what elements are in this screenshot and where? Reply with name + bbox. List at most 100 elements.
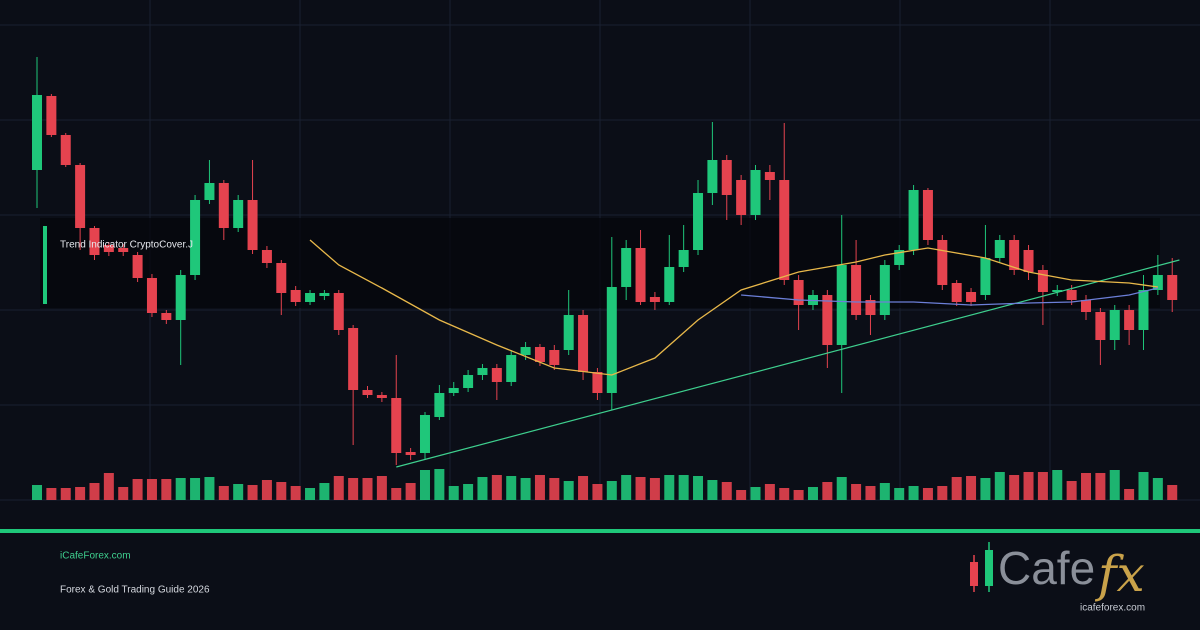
candle-body — [233, 200, 244, 228]
volume-bar — [621, 475, 632, 500]
volume-bar — [779, 488, 790, 500]
trendline-line — [396, 259, 1180, 468]
volume-bar — [951, 477, 962, 500]
volume-bar — [491, 475, 502, 500]
volume-bar — [103, 473, 114, 500]
candle-body — [836, 265, 847, 345]
candle-body — [994, 240, 1005, 258]
candle-body — [520, 347, 531, 355]
volume-bar — [1009, 475, 1020, 500]
candle-body — [736, 180, 747, 215]
volume-bar — [305, 488, 316, 500]
candle-body — [276, 263, 287, 293]
volume-bar — [879, 483, 890, 500]
candle-body — [175, 275, 186, 320]
volume-bar — [290, 486, 301, 500]
volume-bar — [1052, 470, 1063, 500]
volume-bar — [980, 478, 991, 500]
candle-body — [1095, 312, 1106, 340]
volume-bar — [994, 472, 1005, 500]
volume-bar — [966, 476, 977, 500]
volume-bar — [348, 478, 359, 500]
volume-bar — [865, 486, 876, 500]
volume-bar — [908, 486, 919, 500]
candle-body — [1138, 290, 1149, 330]
candle-body — [146, 278, 157, 313]
volume-bar — [190, 478, 201, 500]
volume-bar — [362, 478, 373, 500]
guide-title: Forex & Gold Trading Guide 2026 — [60, 585, 210, 596]
candle-body — [463, 375, 474, 388]
candle-body — [851, 265, 862, 315]
candle-body — [333, 293, 344, 330]
candle-body — [664, 267, 675, 302]
ma-slow-line — [741, 287, 1159, 306]
volume-bar — [578, 476, 589, 500]
candle-body — [980, 258, 991, 295]
candle-body — [707, 160, 718, 193]
logo-main: Cafe — [998, 542, 1095, 594]
volume-bar — [606, 481, 617, 500]
candle-body — [966, 292, 977, 302]
candle-body — [678, 250, 689, 267]
candle-body — [621, 248, 632, 287]
volume-bar — [922, 488, 933, 500]
volume-bar — [506, 476, 517, 500]
logo-url: icafeforex.com — [1080, 603, 1145, 614]
divider — [0, 529, 1200, 533]
candle-body — [305, 293, 316, 302]
volume-bar — [405, 483, 416, 500]
candle-body — [32, 95, 42, 170]
candle-body — [578, 315, 589, 372]
candle-body — [75, 165, 86, 228]
volume-bar — [764, 484, 775, 500]
candle-body — [563, 315, 574, 350]
volume-bar — [937, 486, 948, 500]
candle-body — [693, 193, 704, 250]
volume-bar — [477, 477, 488, 500]
candle-body — [879, 265, 890, 315]
volume-bar — [1023, 472, 1034, 500]
candle-body — [649, 297, 660, 302]
candle-body — [721, 160, 732, 195]
volume-bar — [1152, 478, 1163, 500]
candle-body — [1081, 300, 1092, 312]
volume-bar — [1081, 473, 1092, 500]
candle-body — [764, 172, 775, 180]
volume-bar — [161, 479, 172, 500]
candle-body — [865, 300, 876, 315]
site-name: iCafeForex.com — [60, 551, 131, 562]
volume-bar — [721, 482, 732, 500]
volume-bar — [218, 486, 229, 500]
volume-bar — [276, 482, 287, 500]
volume-bar — [204, 477, 215, 500]
volume-bar — [75, 487, 86, 500]
candle-body — [319, 293, 330, 296]
candle-body — [362, 390, 373, 395]
volume-bar — [563, 481, 574, 500]
volume-bar — [32, 485, 42, 500]
candle-body — [261, 250, 272, 263]
candle-body — [1052, 290, 1063, 292]
candle-body — [1167, 275, 1178, 300]
volume-bar — [836, 477, 847, 500]
volume-bar — [89, 483, 100, 500]
candle-body — [132, 255, 143, 278]
volume-bar — [592, 484, 603, 500]
volume-bar — [319, 483, 330, 500]
volume-bar — [46, 488, 57, 500]
candle-body — [534, 347, 545, 362]
candle-body — [951, 283, 962, 302]
candle-body — [937, 240, 948, 285]
candle-body — [1152, 275, 1163, 290]
volume-bar — [1037, 472, 1048, 500]
candle-body — [448, 388, 459, 393]
candle-body — [60, 135, 71, 165]
candle-body — [204, 183, 215, 200]
volume-bar — [822, 482, 833, 500]
annotation-panel — [40, 218, 1160, 308]
candle-body — [1124, 310, 1135, 330]
candle-body — [793, 280, 804, 305]
volume-bar — [736, 490, 747, 500]
volume-bar — [233, 484, 244, 500]
